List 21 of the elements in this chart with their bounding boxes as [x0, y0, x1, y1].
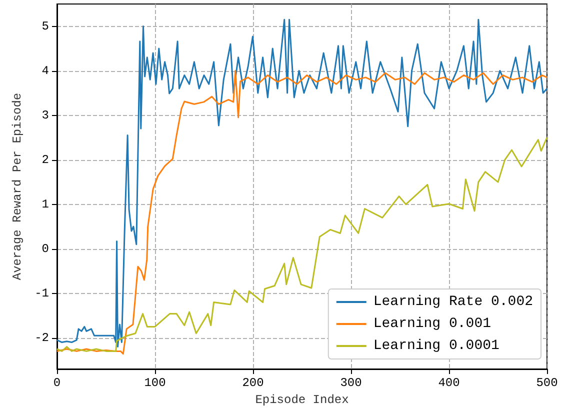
line-series [56, 136, 548, 352]
y-tick-label: 3 [42, 108, 49, 122]
x-axis-title: Episode Index [255, 393, 349, 407]
legend-label: Learning 0.0001 [373, 338, 500, 354]
y-axis-title: Average Reward Per Episode [10, 92, 25, 280]
x-tick-label: 500 [536, 376, 558, 390]
y-tick-label: 0 [42, 242, 49, 256]
y-tick-label: 1 [42, 197, 49, 212]
x-tick-label: 200 [242, 376, 264, 390]
line-series [56, 70, 548, 355]
x-tick-label: 400 [438, 376, 460, 390]
y-tick-label: 5 [42, 19, 49, 34]
legend-label: Learning 0.001 [373, 316, 491, 332]
x-tick-label: 300 [340, 376, 362, 390]
y-tick-label: 2 [42, 152, 49, 167]
y-tick-label: 4 [42, 64, 49, 78]
y-tick-label: -1 [34, 286, 49, 300]
x-tick-label: 100 [144, 376, 166, 390]
x-tick-label: 0 [53, 376, 61, 390]
y-tick-label: -2 [34, 330, 49, 345]
legend-label: Learning Rate 0.002 [373, 294, 534, 310]
